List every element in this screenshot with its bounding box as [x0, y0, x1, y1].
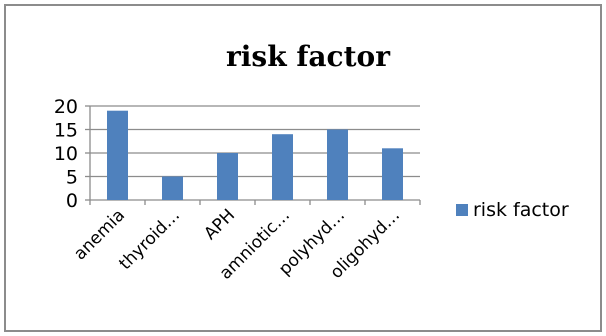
bars	[107, 110, 403, 200]
axes	[85, 105, 421, 205]
bar-anemia	[107, 110, 128, 200]
bar-thyroid	[162, 176, 183, 200]
chart-frame	[4, 4, 602, 332]
legend-swatch	[456, 204, 468, 216]
y-tick-label: 15	[54, 120, 78, 142]
y-tick-label: 10	[54, 143, 78, 165]
bar-aph	[217, 153, 238, 200]
chart-title: risk factor	[226, 40, 391, 73]
y-tick-label: 0	[66, 190, 78, 212]
bar-oligohyd	[382, 148, 403, 200]
y-tick-label: 20	[54, 96, 78, 118]
x-tick-label: APH	[200, 205, 239, 244]
bar-amniotic	[272, 134, 293, 200]
y-tick-label: 5	[66, 167, 78, 189]
x-tick-label: thyroid…	[115, 205, 184, 274]
bar-polyhyd	[327, 129, 348, 200]
legend: risk factor	[456, 199, 569, 221]
legend-label: risk factor	[473, 199, 569, 221]
gridlines	[90, 105, 420, 178]
